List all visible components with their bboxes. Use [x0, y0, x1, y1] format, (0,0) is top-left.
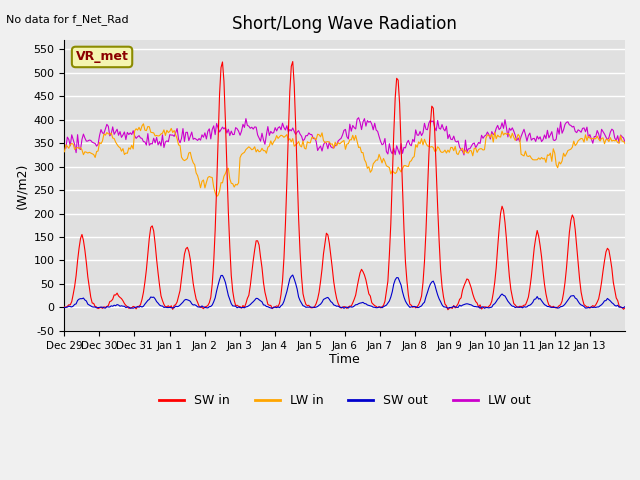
Title: Short/Long Wave Radiation: Short/Long Wave Radiation	[232, 15, 457, 33]
Y-axis label: (W/m2): (W/m2)	[15, 162, 28, 209]
Legend: SW in, LW in, SW out, LW out: SW in, LW in, SW out, LW out	[154, 389, 536, 412]
Text: No data for f_Net_Rad: No data for f_Net_Rad	[6, 14, 129, 25]
X-axis label: Time: Time	[330, 353, 360, 366]
Text: VR_met: VR_met	[76, 50, 129, 63]
